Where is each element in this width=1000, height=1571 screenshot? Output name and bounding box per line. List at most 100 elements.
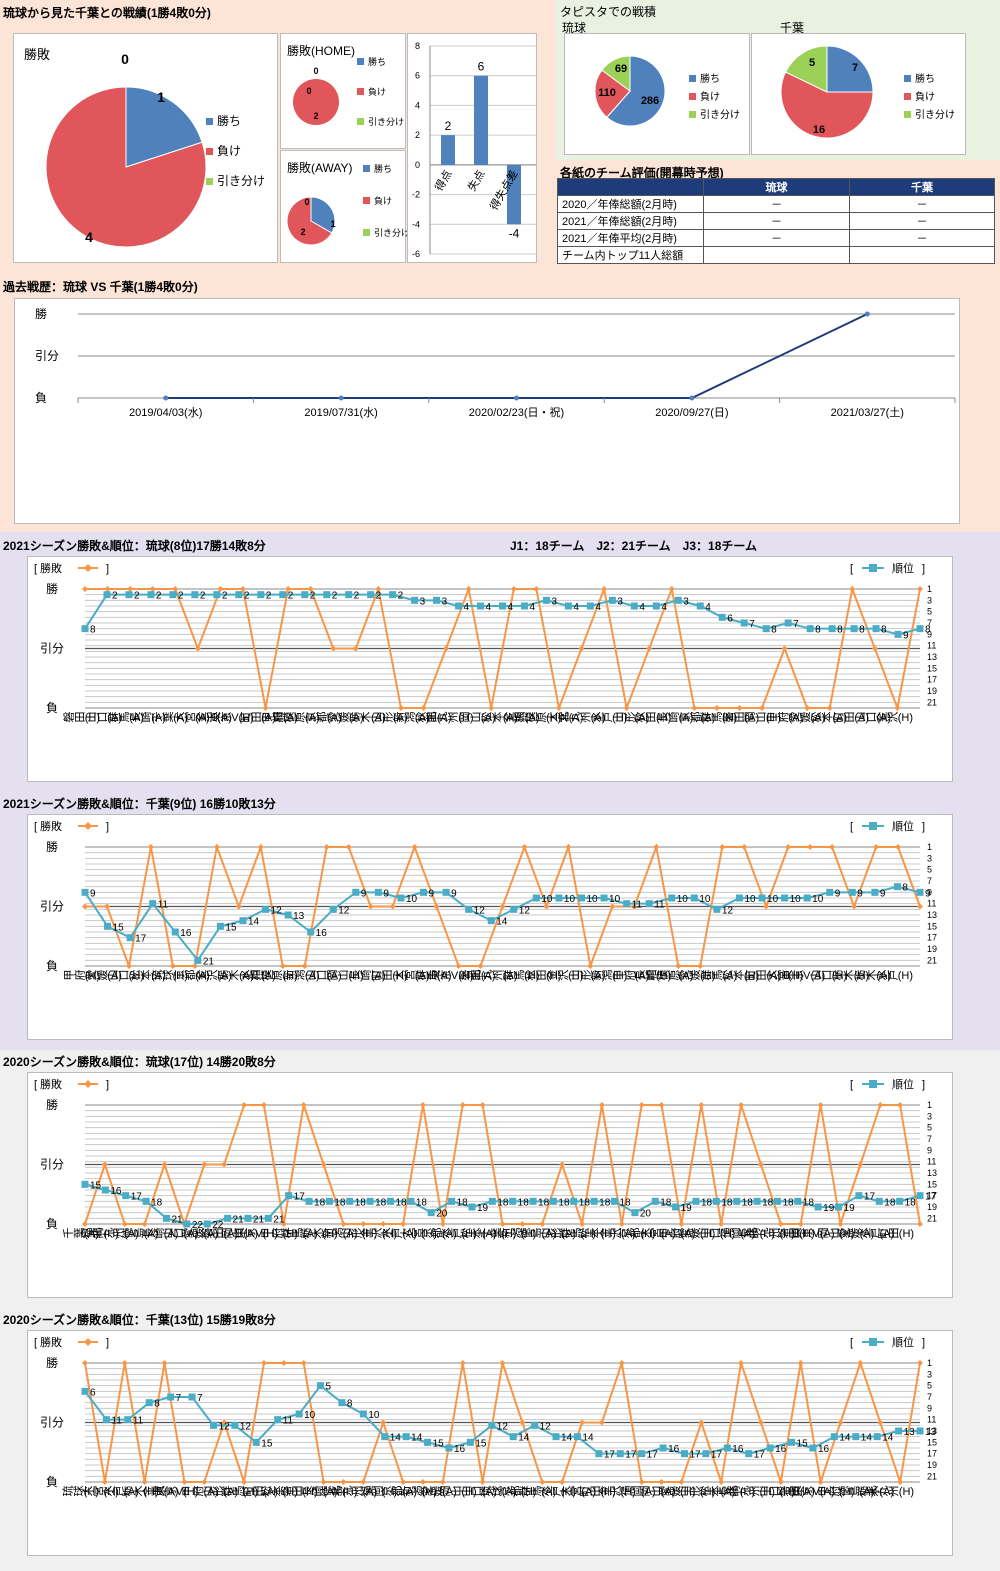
rank-point xyxy=(147,591,155,599)
result-point xyxy=(439,1221,446,1227)
history-point xyxy=(514,395,519,401)
legend-rank-label: 順位 xyxy=(892,819,914,833)
x-category-label: 山口(A) xyxy=(85,712,122,724)
x-category-label: 岡山(A) xyxy=(639,1486,676,1499)
rank-point xyxy=(329,905,337,913)
x-category-label: 町田(H) xyxy=(370,970,407,983)
rank-tick-label: 9 xyxy=(927,1403,932,1413)
evaluation-row: 2021／年俸平均(2月時) －－ xyxy=(557,229,995,247)
rank-tick-label: 13 xyxy=(927,1426,937,1436)
season-title: 2021シーズン勝敗&順位：千葉(9位) 16勝10敗13分 xyxy=(3,797,276,811)
x-category-label: 岡山(A) xyxy=(221,1228,258,1241)
x-category-label: 松本(A) xyxy=(459,1228,497,1241)
result-point xyxy=(389,903,396,910)
x-category-label: 山口(H) xyxy=(106,970,144,982)
y-label: 負 xyxy=(46,959,58,973)
summary-title: 琉球から見た千葉との戦績(1勝4敗0分) xyxy=(3,6,211,20)
rank-tick-label: 13 xyxy=(927,652,937,662)
x-category-label: 新潟(H) xyxy=(398,1486,437,1499)
pie-value-label: 1 xyxy=(330,219,335,229)
rank-data-label: 10 xyxy=(586,894,598,905)
x-category-label: 山口(H) xyxy=(809,970,847,982)
result-point xyxy=(235,903,242,910)
x-category-label: 金沢(A) xyxy=(194,712,232,725)
result-point xyxy=(618,1360,625,1366)
result-point xyxy=(539,1221,546,1227)
rank-point xyxy=(894,630,902,638)
evaluation-title: 各紙のチーム評価(開幕時予想) xyxy=(560,166,724,180)
rank-data-label: 16 xyxy=(732,1444,744,1455)
result-point xyxy=(797,1221,804,1227)
rank-data-label: 18 xyxy=(742,1197,754,1208)
x-category-label: 東京V(H) xyxy=(233,1228,278,1241)
x-category-label: 松本(A) xyxy=(479,712,517,725)
result-point xyxy=(897,1479,904,1485)
rank-point xyxy=(81,625,89,633)
x-category-label: 群馬(A) xyxy=(106,712,144,725)
pie-value-label: 1 xyxy=(157,89,165,105)
rank-data-label: 9 xyxy=(451,888,457,899)
rank-data-label: 8 xyxy=(925,625,931,636)
rank-tick-label: 21 xyxy=(927,1213,937,1223)
result-point xyxy=(397,705,404,711)
result-point xyxy=(217,586,224,592)
rank-data-label: 18 xyxy=(314,1197,326,1208)
rank-data-label: 18 xyxy=(701,1197,713,1208)
result-point xyxy=(539,1479,546,1485)
result-point xyxy=(479,1102,486,1108)
result-point xyxy=(817,1479,824,1485)
rank-point xyxy=(794,1197,802,1205)
result-point xyxy=(718,1221,725,1227)
y-tick-label: 2 xyxy=(415,130,420,140)
x-category-label: 相模原(A) xyxy=(272,712,320,725)
season-chart-box: [勝敗][順位] 1 3 5 7 9 11 13 15 17 19 21 勝引分負甲府(H) 愛媛(A) 山… xyxy=(27,814,953,1040)
rank-data-label: 19 xyxy=(681,1203,693,1214)
rank-point xyxy=(531,1421,539,1429)
rank-point xyxy=(573,1433,581,1441)
rank-data-label: 3 xyxy=(551,596,557,607)
eval-cell: － xyxy=(849,195,995,213)
x-category-label: 大宮(H) xyxy=(80,1486,119,1499)
rank-data-label: 2 xyxy=(398,591,404,602)
result-point xyxy=(871,645,878,652)
rank-tick-label: 3 xyxy=(927,1369,932,1379)
x-category-label: 水戸(A) xyxy=(239,970,276,983)
rank-data-label: 11 xyxy=(632,900,643,911)
result-point xyxy=(565,844,572,850)
pie-value-label: 0 xyxy=(304,197,309,207)
result-point xyxy=(587,963,594,969)
result-point xyxy=(181,1479,188,1485)
pie-value-label: 7 xyxy=(852,62,858,74)
rank-data-label: 10 xyxy=(744,894,756,905)
x-category-label: 相模原(A) xyxy=(645,970,693,983)
result-point xyxy=(638,1102,645,1108)
rank-data-label: 21 xyxy=(203,956,215,967)
rank-data-label: 18 xyxy=(497,1197,509,1208)
pie-value-label: 4 xyxy=(85,229,93,245)
rank-data-label: 9 xyxy=(383,888,389,899)
result-point xyxy=(380,1419,387,1426)
rank-data-label: 10 xyxy=(304,1410,316,1421)
result-point xyxy=(221,1419,228,1426)
result-point xyxy=(638,1479,645,1485)
rank-data-label: 10 xyxy=(564,894,576,905)
evaluation-table: 琉球 千葉 2020／年俸総額(2月時) －－ 2021／年俸総額(2月時) －－ 2… xyxy=(557,178,995,264)
result-line xyxy=(85,585,921,712)
rank-data-label: 8 xyxy=(154,1399,160,1410)
x-category-label: 愛媛(H) xyxy=(678,1228,716,1241)
result-point xyxy=(439,1479,446,1485)
x-category-label: 磐田(H) xyxy=(61,712,100,725)
rank-point xyxy=(359,1410,367,1418)
result-point xyxy=(837,1419,844,1426)
rank-data-label: 8 xyxy=(347,1399,353,1410)
rank-point xyxy=(389,591,397,599)
rank-tick-label: 9 xyxy=(927,629,932,639)
x-category-label: 甲府(H) xyxy=(817,1486,854,1499)
rank-data-label: 19 xyxy=(477,1203,489,1214)
x-category-label: 新潟(A) xyxy=(319,1228,357,1241)
goal-bar xyxy=(474,75,488,165)
x-date-label: 2019/04/03(水) xyxy=(129,406,202,419)
rank-point xyxy=(595,1450,603,1458)
legend-bracket: [ xyxy=(850,563,853,575)
home-pie-box: 勝敗(HOME) 0 2 0 勝ち 負け 引き分け xyxy=(280,33,406,149)
